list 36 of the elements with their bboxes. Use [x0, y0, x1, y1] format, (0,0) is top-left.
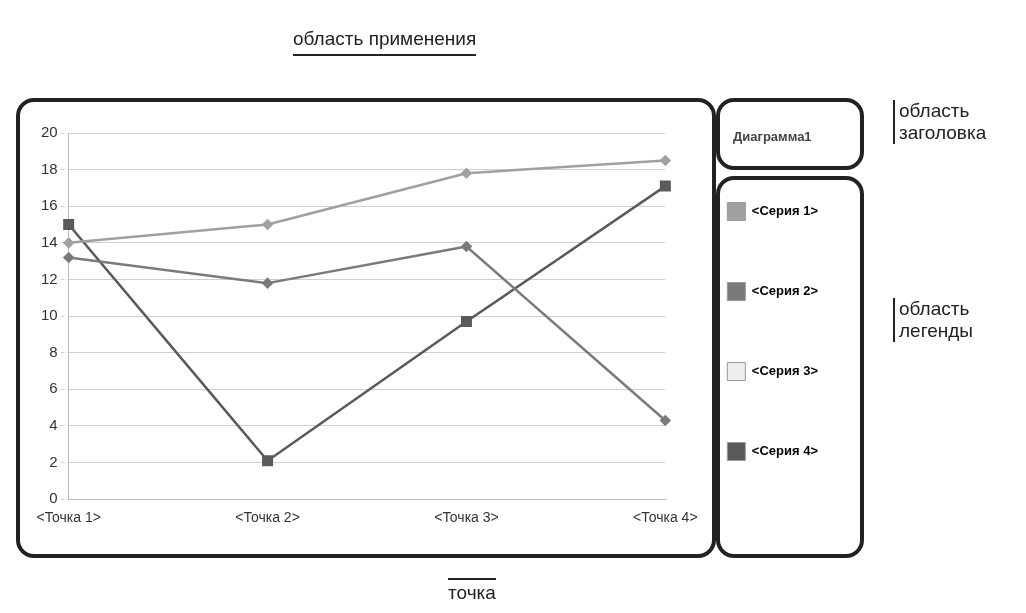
legend-label: <Серия 4>	[751, 443, 819, 459]
x-tick-label: <Точка 4>	[633, 509, 698, 526]
y-tick-label: 6	[49, 379, 58, 397]
text: точка	[448, 578, 496, 604]
x-tick-label: <Точка 2>	[235, 509, 300, 526]
point	[262, 455, 274, 467]
point	[461, 168, 472, 179]
point	[659, 180, 671, 192]
y-tick-label: 4	[49, 416, 58, 434]
text: область применения	[293, 28, 477, 56]
legend-label: <Серия 3>	[751, 363, 819, 379]
y-tick-label: 14	[41, 233, 58, 250]
y-tick-label: 0	[49, 489, 58, 507]
point	[262, 219, 273, 230]
y-tick-label: 10	[41, 306, 58, 324]
x-tick-label: <Точка 3>	[434, 509, 499, 526]
point	[660, 415, 671, 426]
y-tick-label: 12	[41, 269, 58, 287]
x-tick-label: <Точка 1>	[36, 509, 101, 526]
point	[262, 277, 273, 289]
text: Диаграмма1	[733, 128, 812, 146]
legend-label: <Серия 1>	[751, 203, 819, 219]
y-tick-label: 2	[49, 452, 58, 470]
y-tick-label: 8	[49, 342, 58, 360]
y-tick-label: 20	[41, 123, 58, 141]
point	[660, 155, 671, 166]
point	[460, 316, 472, 328]
y-tick-label: 16	[41, 196, 58, 214]
legend-label: <Серия 2>	[751, 283, 819, 299]
point	[461, 241, 472, 252]
text: область легенды	[893, 298, 1019, 342]
point	[63, 219, 75, 231]
point	[63, 237, 74, 249]
y-tick-label: 18	[41, 159, 58, 177]
point	[63, 252, 74, 263]
text: область заголовка	[893, 100, 1019, 144]
